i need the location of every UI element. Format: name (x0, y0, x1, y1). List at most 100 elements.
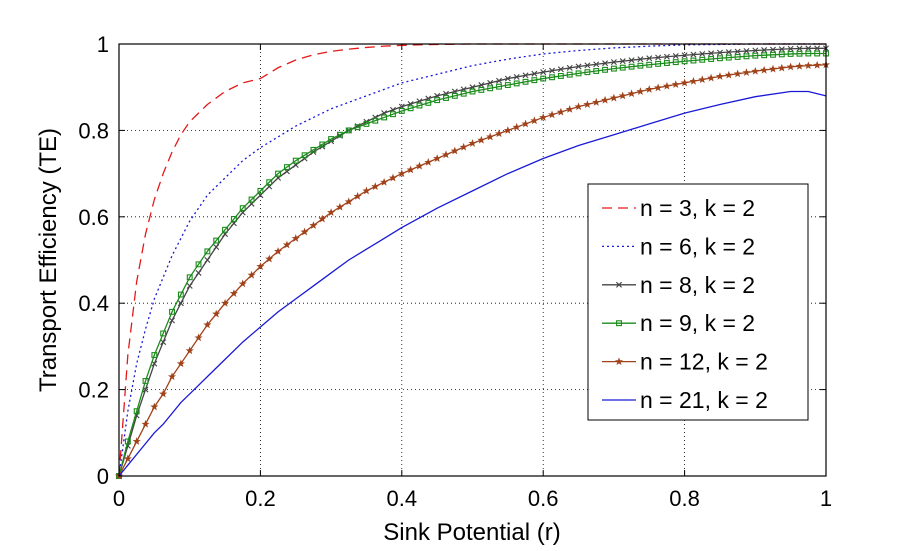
data-point-marker (203, 320, 212, 329)
data-point-marker (618, 91, 627, 100)
data-point-marker (690, 51, 697, 58)
data-point-marker (256, 262, 265, 270)
data-point-marker (274, 247, 283, 255)
data-point-marker (381, 114, 388, 121)
data-point-marker (549, 74, 555, 81)
data-point-marker (778, 51, 785, 58)
data-point-marker (433, 154, 442, 162)
data-point-marker (248, 196, 255, 203)
data-point-marker (681, 52, 688, 59)
data-point-marker (425, 99, 432, 106)
data-point-marker (441, 150, 451, 159)
data-point-marker (177, 300, 184, 307)
data-point-marker (715, 72, 725, 80)
data-point-marker (301, 152, 308, 159)
data-point-marker (814, 45, 821, 52)
data-point-marker (169, 317, 176, 324)
data-point-marker (566, 71, 573, 78)
data-point-marker (637, 56, 644, 63)
data-point-marker (584, 62, 591, 69)
data-point-marker (292, 157, 299, 164)
data-point-marker (477, 135, 486, 144)
y-tick-label: 0.8 (78, 118, 109, 143)
data-point-marker (522, 72, 529, 79)
data-point-marker (787, 45, 794, 52)
data-point-marker (521, 119, 530, 128)
data-point-marker (460, 90, 467, 97)
data-point-marker (655, 54, 662, 61)
data-point-marker (362, 186, 371, 195)
data-point-marker (354, 124, 361, 131)
data-point-marker (752, 52, 759, 59)
data-point-marker (716, 49, 723, 56)
data-point-marker (565, 105, 574, 113)
data-point-marker (213, 244, 220, 251)
data-point-marker (814, 50, 821, 57)
data-point-marker (734, 54, 741, 60)
legend-item: n = 12, k = 2 (602, 349, 768, 375)
data-point-marker (513, 80, 520, 87)
data-point-marker (593, 68, 600, 74)
data-point-marker (716, 55, 723, 62)
data-point-marker (671, 80, 680, 88)
data-point-marker (503, 126, 512, 134)
data-point-marker (195, 261, 202, 268)
data-point-marker (406, 165, 415, 174)
data-point-marker (602, 66, 609, 73)
data-point-marker (204, 248, 211, 255)
data-point-marker (804, 61, 813, 70)
data-point-marker (407, 105, 414, 112)
data-point-marker (282, 240, 291, 249)
data-point-marker (230, 216, 237, 222)
data-point-marker (318, 214, 327, 223)
data-point-marker (142, 378, 149, 384)
data-point-marker (372, 114, 379, 121)
data-point-marker (238, 279, 247, 288)
data-point-marker (159, 389, 168, 398)
data-point-marker (496, 83, 502, 90)
data-point-marker (681, 58, 688, 65)
data-point-marker (575, 70, 582, 77)
data-point-marker (504, 82, 511, 88)
data-point-marker (761, 47, 768, 54)
y-axis-label: Transport Efficiency (TE) (35, 128, 62, 392)
data-point-marker (388, 173, 398, 182)
x-tick-label: 1 (820, 486, 832, 511)
data-point-marker (363, 120, 370, 127)
data-point-marker (390, 111, 396, 118)
data-point-marker (637, 62, 644, 69)
data-point-marker (494, 129, 504, 138)
x-tick-label: 0.2 (245, 486, 276, 511)
data-point-marker (160, 339, 167, 346)
data-point-marker (176, 359, 185, 368)
data-point-marker (265, 254, 274, 263)
data-point-marker (416, 102, 423, 109)
series-lines (114, 43, 831, 480)
series-5 (114, 60, 831, 480)
data-point-marker (353, 192, 362, 200)
data-point-marker (372, 117, 379, 124)
data-point-marker (415, 161, 424, 170)
data-point-marker (469, 88, 476, 95)
data-point-marker (663, 60, 670, 66)
axis-ticks: 0 0.2 0.4 0.6 0.8 1 0 0.2 0.4 0.6 0.8 1 (78, 32, 832, 511)
data-point-marker (443, 95, 449, 101)
data-point-marker (133, 408, 140, 415)
data-point-marker (531, 70, 538, 77)
data-point-marker (805, 50, 812, 57)
y-tick-label: 0.2 (78, 378, 109, 403)
data-point-marker (424, 157, 433, 166)
data-point-marker (646, 55, 653, 62)
data-point-marker (654, 83, 663, 92)
x-tick-label: 0 (113, 486, 125, 511)
data-point-marker (397, 169, 406, 178)
data-point-marker (698, 75, 707, 84)
series-6 (118, 90, 827, 477)
data-point-marker (689, 76, 698, 85)
data-point-marker (310, 146, 317, 153)
legend-item: n = 8, k = 2 (602, 272, 755, 298)
data-point-marker (504, 75, 511, 82)
data-point-marker (487, 79, 494, 86)
data-point-marker (557, 66, 564, 73)
data-point-marker (557, 73, 564, 79)
